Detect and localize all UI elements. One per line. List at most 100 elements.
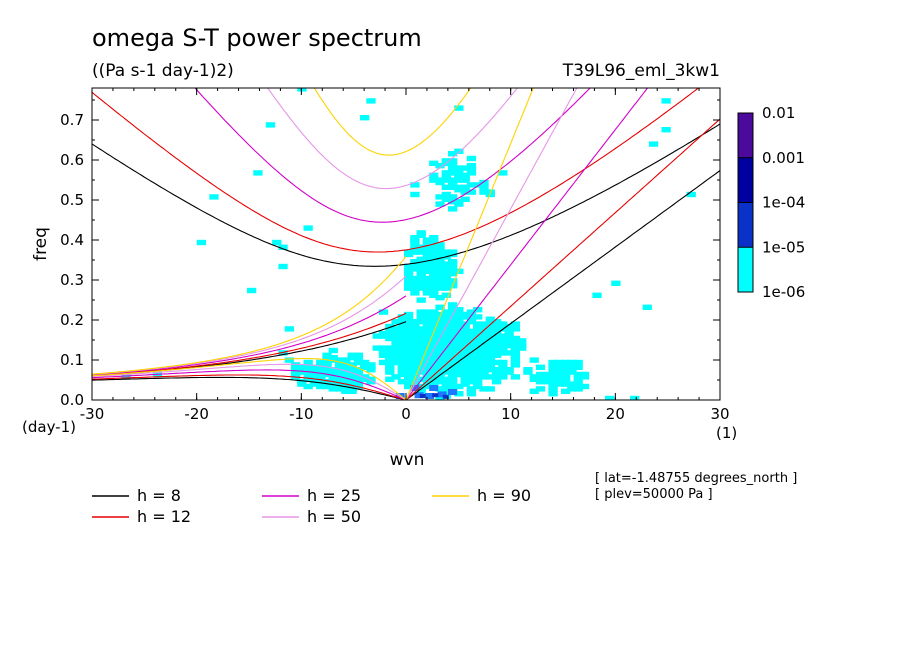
curve-er-h90: [92, 358, 407, 400]
power-cell: [435, 331, 445, 337]
power-cell: [372, 345, 382, 351]
power-cell: [454, 391, 464, 397]
power-cell-peak: [432, 393, 439, 398]
power-cell: [686, 191, 696, 198]
power-cell: [454, 105, 464, 111]
power-cell: [485, 316, 495, 322]
power-cell: [504, 367, 514, 373]
power-cell: [404, 249, 414, 255]
power-cell: [460, 165, 470, 171]
power-cell: [404, 343, 414, 349]
power-cell: [435, 177, 445, 183]
power-cell: [309, 364, 320, 370]
power-cell: [466, 163, 477, 169]
power-cell: [429, 177, 439, 183]
power-cell: [404, 263, 414, 270]
power-cell: [498, 340, 508, 346]
y-unit-label: (day-1): [22, 418, 76, 436]
power-cell: [435, 261, 445, 267]
power-cell: [447, 266, 458, 272]
power-cell: [661, 98, 671, 104]
power-cell: [491, 335, 502, 342]
power-cell: [416, 263, 426, 270]
power-cell: [303, 364, 313, 370]
power-cell: [447, 278, 458, 284]
x-axis: -30 -20 -10 0 10 20 30: [80, 88, 730, 423]
y-tick-label: 0.6: [60, 151, 84, 169]
power-cell: [554, 359, 564, 366]
x-tick-label: -30: [80, 405, 105, 423]
power-cell: [410, 328, 420, 334]
power-cell: [454, 165, 464, 171]
power-cell: [441, 261, 451, 267]
power-cell: [278, 263, 288, 270]
power-cell: [284, 326, 294, 332]
power-cell: [297, 364, 307, 370]
power-cell: [441, 184, 451, 190]
power-cell: [466, 182, 477, 188]
power-cell: [397, 314, 407, 320]
power-cell: [385, 335, 395, 342]
power-cell: [416, 388, 426, 394]
curve-ig-h8: [92, 123, 720, 267]
y-axis: 0.0 0.1 0.2 0.3 0.4 0.5 0.6 0.7: [60, 99, 720, 409]
power-cell: [121, 374, 131, 380]
power-cell: [378, 345, 389, 351]
power-cell: [416, 367, 426, 373]
chart-subtitle: ((Pa s-1 day-1)2): [92, 61, 234, 81]
power-cell: [473, 383, 483, 390]
power-cell: [435, 304, 445, 310]
power-cell: [435, 247, 445, 253]
curve-er-h8: [92, 376, 407, 400]
power-cell: [454, 172, 464, 178]
power-cell: [385, 345, 395, 351]
power-cell: [504, 323, 514, 330]
power-cell: [454, 307, 464, 313]
power-cell: [404, 381, 414, 387]
power-cell: [322, 383, 332, 390]
power-cell: [334, 362, 345, 368]
curve-er-h25: [92, 369, 407, 400]
power-cell: [429, 160, 439, 166]
power-cell: [316, 359, 326, 366]
power-cell: [360, 359, 370, 366]
power-cell: [290, 362, 301, 368]
power-cell: [385, 376, 395, 382]
power-cell: [466, 155, 477, 162]
colorbar-label: 1e-04: [762, 194, 805, 212]
power-cell-peak: [419, 394, 426, 398]
power-cell: [347, 352, 357, 358]
power-cell: [535, 379, 546, 385]
power-cell: [491, 359, 502, 366]
power-cell: [454, 314, 464, 320]
power-cell: [404, 333, 414, 339]
power-cell: [447, 249, 458, 255]
power-cell-peak: [442, 394, 449, 399]
power-cell: [196, 239, 207, 246]
power-cell: [542, 371, 552, 378]
power-cell: [303, 225, 313, 231]
power-cell: [447, 158, 458, 164]
power-cell: [510, 352, 521, 358]
power-cell: [510, 374, 521, 380]
power-cell: [466, 328, 477, 334]
power-cell: [498, 170, 508, 176]
power-cell: [561, 369, 571, 375]
power-cell: [429, 290, 439, 296]
power-cell: [466, 309, 477, 315]
power-cell: [265, 122, 276, 128]
power-cell: [447, 302, 458, 308]
curve-ig-h12: [92, 88, 700, 253]
colorbar-label: 1e-05: [762, 238, 805, 256]
power-cell: [498, 359, 508, 366]
power-cell: [466, 386, 477, 392]
power-cell: [397, 323, 407, 330]
power-cell: [441, 386, 451, 392]
power-cell: [353, 359, 364, 366]
power-cell: [523, 367, 533, 373]
power-cell: [573, 381, 583, 387]
legend-label-h12: h = 12: [137, 507, 191, 526]
power-cell: [435, 242, 445, 248]
x-tick-label: -10: [289, 405, 314, 423]
